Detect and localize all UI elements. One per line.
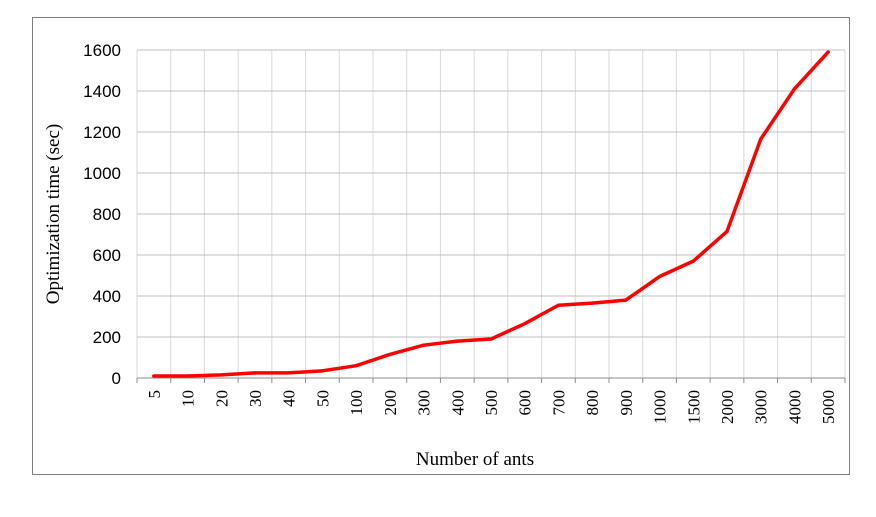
series-layer bbox=[152, 50, 830, 378]
data-point bbox=[556, 303, 561, 307]
axes bbox=[136, 377, 846, 383]
x-tick-label: 5000 bbox=[819, 390, 838, 424]
x-tick-label: 5 bbox=[145, 390, 164, 399]
x-tick-label: 30 bbox=[246, 390, 265, 407]
data-point bbox=[185, 374, 190, 378]
data-point bbox=[421, 343, 426, 347]
y-tick-label: 400 bbox=[93, 287, 121, 306]
y-tick-label: 0 bbox=[112, 369, 121, 388]
x-tick-label: 2000 bbox=[718, 390, 737, 424]
data-point bbox=[455, 339, 459, 343]
x-tick-label: 1500 bbox=[684, 390, 703, 424]
x-tick-label: 500 bbox=[482, 390, 501, 416]
data-point bbox=[826, 50, 830, 54]
x-tick-label: 900 bbox=[617, 390, 636, 416]
data-point bbox=[725, 229, 729, 234]
data-point bbox=[489, 337, 493, 341]
y-tick-label: 1000 bbox=[83, 164, 121, 183]
data-point bbox=[253, 371, 257, 375]
data-point bbox=[792, 87, 797, 91]
data-point bbox=[624, 298, 628, 302]
x-tick-label: 300 bbox=[415, 390, 434, 416]
x-tick-label: 600 bbox=[516, 390, 535, 416]
x-tick-label: 200 bbox=[381, 390, 400, 416]
data-point bbox=[219, 373, 223, 377]
data-point bbox=[354, 364, 358, 368]
x-tick-label: 1000 bbox=[651, 390, 670, 424]
x-tick-label: 40 bbox=[280, 390, 299, 407]
data-point bbox=[691, 259, 695, 263]
x-tick-label: 100 bbox=[347, 390, 366, 416]
x-tick-label: 10 bbox=[179, 390, 198, 407]
data-point bbox=[523, 322, 527, 326]
data-point bbox=[759, 137, 763, 141]
gridlines bbox=[136, 49, 846, 378]
data-point bbox=[657, 274, 662, 279]
x-tick-label: 800 bbox=[583, 390, 602, 416]
y-tick-label: 600 bbox=[93, 246, 121, 265]
data-point bbox=[152, 374, 156, 378]
y-tick-label: 200 bbox=[93, 328, 121, 347]
x-tick-label: 50 bbox=[313, 390, 332, 407]
x-tick-label: 4000 bbox=[785, 390, 804, 424]
x-tick-label: 20 bbox=[212, 390, 231, 407]
x-tick-labels: 5 10 20 30 40 50 100 200 300 400 500 600 700 800 900 10… bbox=[145, 390, 838, 424]
x-tick-label: 700 bbox=[549, 390, 568, 416]
data-point bbox=[388, 352, 392, 357]
x-tick-label: 3000 bbox=[752, 390, 771, 424]
y-tick-label: 1600 bbox=[83, 41, 121, 60]
y-tick-label: 800 bbox=[93, 205, 121, 224]
chart-frame bbox=[32, 17, 850, 475]
y-tick-labels: 0 200 400 600 800 1000 1200 1400 1600 bbox=[83, 41, 121, 388]
y-tick-label: 1400 bbox=[83, 82, 121, 101]
data-point bbox=[287, 371, 291, 375]
x-tick-label: 400 bbox=[448, 390, 467, 416]
y-tick-label: 1200 bbox=[83, 123, 121, 142]
data-point bbox=[590, 301, 594, 305]
y-axis-title: Optimization time (sec) bbox=[43, 124, 64, 304]
data-point bbox=[320, 369, 325, 373]
x-axis-title: Number of ants bbox=[416, 449, 534, 470]
